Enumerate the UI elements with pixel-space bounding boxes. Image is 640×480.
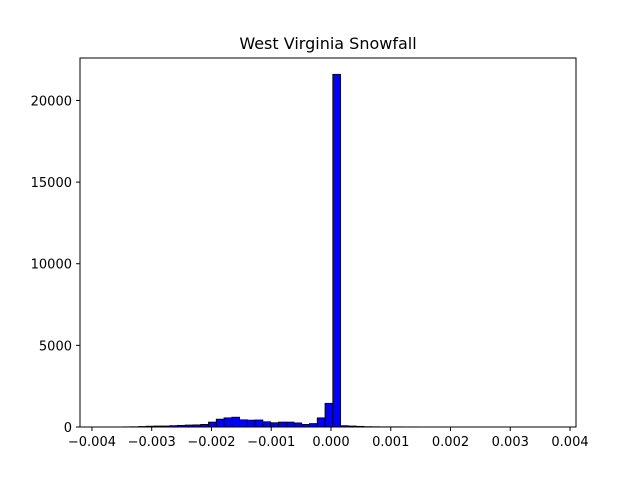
histogram-bar [277, 421, 287, 428]
histogram-bar [239, 419, 248, 428]
chart-title: West Virginia Snowfall [239, 34, 416, 53]
x-tick-label: −0.002 [187, 435, 235, 450]
x-tick-label: 0.002 [432, 435, 469, 450]
y-tick-label: 15000 [31, 176, 72, 191]
histogram-bars [91, 73, 551, 428]
plot-frame [79, 57, 577, 428]
histogram-bar [293, 422, 303, 428]
y-tick-label: 5000 [39, 339, 72, 354]
y-tick-label: 20000 [31, 94, 72, 109]
histogram-bar [309, 423, 318, 428]
histogram-bar [223, 417, 233, 428]
histogram-bar [316, 417, 326, 428]
x-tick-label: 0.000 [312, 435, 349, 450]
histogram-bar [270, 422, 279, 428]
x-tick-label: 0.004 [551, 435, 588, 450]
x-tick-label: −0.003 [128, 435, 176, 450]
y-tick-label: 0 [64, 421, 72, 436]
x-tick-label: −0.004 [68, 435, 116, 450]
histogram-bar [215, 418, 225, 428]
y-axis: 0 5000 10000 15000 20000 [31, 94, 80, 436]
histogram-bar [285, 421, 295, 428]
histogram-bar [254, 419, 264, 428]
histogram-bar [246, 419, 256, 428]
histogram-bar [208, 421, 217, 428]
histogram-bar [324, 402, 334, 428]
histogram-bar [231, 416, 240, 428]
x-tick-label: 0.001 [372, 435, 409, 450]
x-tick-label: 0.003 [492, 435, 529, 450]
x-axis: −0.004 −0.003 −0.002 −0.001 0.000 0.001 0.002 0… [68, 427, 589, 450]
histogram-bar [262, 421, 272, 428]
x-tick-label: −0.001 [247, 435, 295, 450]
y-tick-label: 10000 [31, 258, 72, 273]
histogram-bar [332, 73, 341, 428]
